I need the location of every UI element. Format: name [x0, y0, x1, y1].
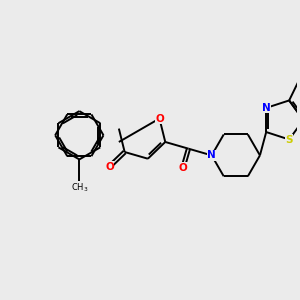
Text: N: N: [262, 103, 271, 113]
Text: O: O: [105, 162, 114, 172]
Text: S: S: [285, 134, 293, 145]
Text: N: N: [207, 150, 216, 161]
Text: CH$_3$: CH$_3$: [70, 181, 88, 194]
Text: O: O: [178, 163, 187, 173]
Text: O: O: [155, 113, 164, 124]
